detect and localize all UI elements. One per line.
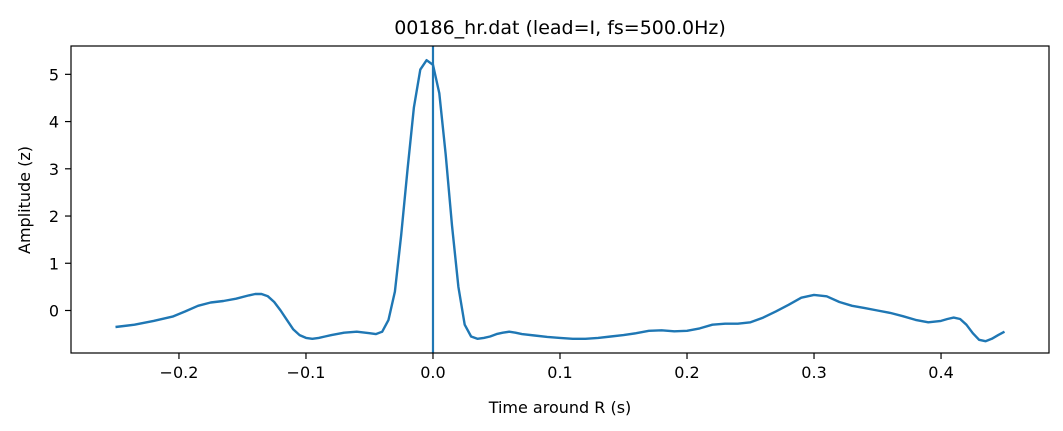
- ecg-series-line: [115, 59, 1006, 343]
- y-tick-label: 0: [49, 301, 59, 320]
- y-axis-label: Amplitude (z): [15, 146, 34, 254]
- x-tick-label: 0.3: [801, 363, 826, 382]
- x-tick-label: −0.1: [287, 363, 326, 382]
- y-tick-label: 1: [49, 254, 59, 273]
- x-tick-label: 0.4: [928, 363, 953, 382]
- plot-area: [115, 46, 1006, 353]
- plot-frame: [70, 45, 1050, 354]
- y-tick-label: 2: [49, 207, 59, 226]
- y-tick-label: 5: [49, 65, 59, 84]
- x-tick-label: −0.2: [160, 363, 199, 382]
- x-tick-label: 0.1: [547, 363, 572, 382]
- x-tick-label: 0.2: [674, 363, 699, 382]
- y-tick-label: 4: [49, 113, 59, 132]
- y-axis: 0 1 2 3 4 5: [49, 65, 71, 320]
- x-axis: −0.2 −0.1 0.0 0.1 0.2 0.3 0.4: [160, 353, 954, 382]
- x-tick-label: 0.0: [420, 363, 445, 382]
- y-tick-label: 3: [49, 160, 59, 179]
- chart-title: 00186_hr.dat (lead=I, fs=500.0Hz): [394, 17, 726, 39]
- x-axis-label: Time around R (s): [488, 398, 632, 417]
